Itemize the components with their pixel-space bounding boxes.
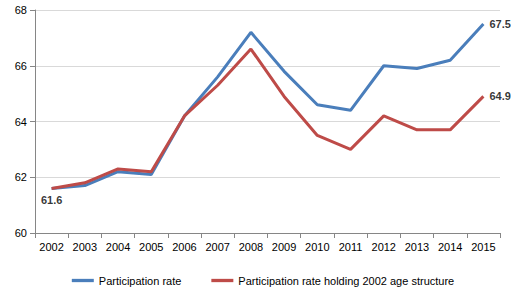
svg-text:64: 64 (15, 116, 27, 128)
svg-text:61.6: 61.6 (41, 194, 62, 206)
svg-text:2009: 2009 (272, 241, 296, 253)
svg-text:62: 62 (15, 171, 27, 183)
svg-text:60: 60 (15, 227, 27, 239)
svg-text:2013: 2013 (405, 241, 429, 253)
svg-text:2003: 2003 (73, 241, 97, 253)
svg-text:2012: 2012 (372, 241, 396, 253)
svg-text:2006: 2006 (172, 241, 196, 253)
svg-text:66: 66 (15, 60, 27, 72)
svg-text:2007: 2007 (205, 241, 229, 253)
svg-text:2011: 2011 (339, 241, 363, 253)
svg-text:Participation rate: Participation rate (99, 275, 182, 287)
svg-text:67.5: 67.5 (489, 18, 510, 30)
svg-text:2010: 2010 (305, 241, 329, 253)
svg-text:2008: 2008 (239, 241, 263, 253)
svg-text:2005: 2005 (139, 241, 163, 253)
svg-text:2004: 2004 (106, 241, 130, 253)
svg-text:2002: 2002 (39, 241, 63, 253)
svg-text:68: 68 (15, 4, 27, 16)
svg-text:64.9: 64.9 (489, 90, 510, 102)
svg-text:Participation rate holding 200: Participation rate holding 2002 age stru… (238, 275, 454, 287)
svg-text:2015: 2015 (471, 241, 495, 253)
svg-text:2014: 2014 (438, 241, 462, 253)
